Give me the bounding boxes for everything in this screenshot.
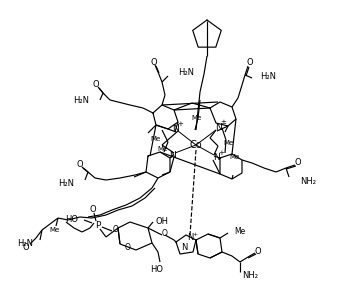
Text: +: + <box>192 231 198 236</box>
Text: O: O <box>77 160 83 168</box>
Text: O: O <box>151 58 157 66</box>
Text: H₂N: H₂N <box>73 96 89 104</box>
Text: HO: HO <box>65 215 78 223</box>
Text: O: O <box>125 243 131 253</box>
Text: O: O <box>93 79 99 88</box>
Text: H₂N: H₂N <box>178 68 194 76</box>
Text: N: N <box>181 243 187 251</box>
Text: N: N <box>212 153 219 161</box>
Text: OH: OH <box>155 218 168 226</box>
Text: O: O <box>113 225 119 235</box>
Text: +: + <box>177 121 183 127</box>
Text: HO: HO <box>151 265 164 275</box>
Text: O: O <box>295 158 301 166</box>
Text: O: O <box>255 248 261 256</box>
Text: Me: Me <box>234 226 245 235</box>
Text: H₂N: H₂N <box>17 240 33 248</box>
Text: Me: Me <box>150 136 160 142</box>
Text: Me: Me <box>49 227 59 233</box>
Text: ±: ± <box>220 119 226 125</box>
Text: O: O <box>23 243 29 251</box>
Text: Me: Me <box>191 115 201 121</box>
Text: Me: Me <box>157 146 167 152</box>
Text: +: + <box>218 150 224 156</box>
Text: N: N <box>172 123 178 133</box>
Text: H₂N: H₂N <box>58 178 74 188</box>
Text: O: O <box>162 228 168 238</box>
Text: NH₂: NH₂ <box>300 176 316 186</box>
Text: H₂N: H₂N <box>260 71 276 81</box>
Text: O: O <box>90 205 96 213</box>
Text: Co: Co <box>190 140 202 150</box>
Text: Me: Me <box>229 154 239 160</box>
Text: Me: Me <box>223 140 233 146</box>
Text: N: N <box>187 233 193 241</box>
Text: P: P <box>95 220 101 230</box>
Text: N: N <box>215 123 222 131</box>
Text: NH₂: NH₂ <box>242 271 258 280</box>
Text: N: N <box>169 151 175 160</box>
Text: O: O <box>247 58 253 66</box>
